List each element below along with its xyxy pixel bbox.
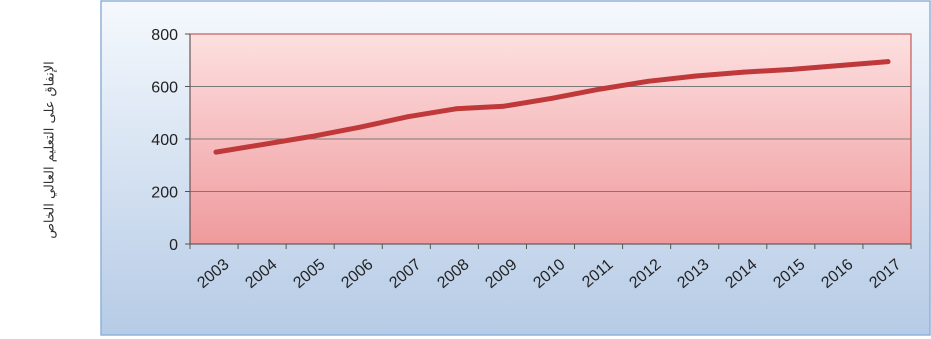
data-point <box>645 78 651 84</box>
y-axis-label: الإنفاق على التعليم العالي الخاص <box>42 61 58 239</box>
data-point <box>789 67 795 72</box>
data-point <box>837 63 843 68</box>
data-point <box>309 133 315 139</box>
data-point <box>501 103 507 109</box>
y-tick-label: 0 <box>169 237 178 254</box>
y-tick-labels: 0 200 400 600 800 <box>151 27 178 254</box>
data-point <box>357 124 363 130</box>
data-point <box>453 106 459 112</box>
data-point <box>261 141 267 147</box>
y-tick-label: 600 <box>151 80 178 97</box>
data-point <box>405 114 411 120</box>
series-layer <box>213 59 891 155</box>
y-tick-label: 400 <box>151 132 178 149</box>
y-axis-label-container: الإنفاق على التعليم العالي الخاص <box>0 0 100 339</box>
axes <box>185 33 912 249</box>
data-point <box>597 86 603 92</box>
data-point <box>213 149 219 155</box>
y-tick-label: 800 <box>151 27 178 44</box>
data-point <box>693 73 699 79</box>
data-point <box>549 95 555 101</box>
y-tick-label: 200 <box>151 185 178 202</box>
data-point <box>885 59 891 64</box>
data-point <box>741 69 747 75</box>
